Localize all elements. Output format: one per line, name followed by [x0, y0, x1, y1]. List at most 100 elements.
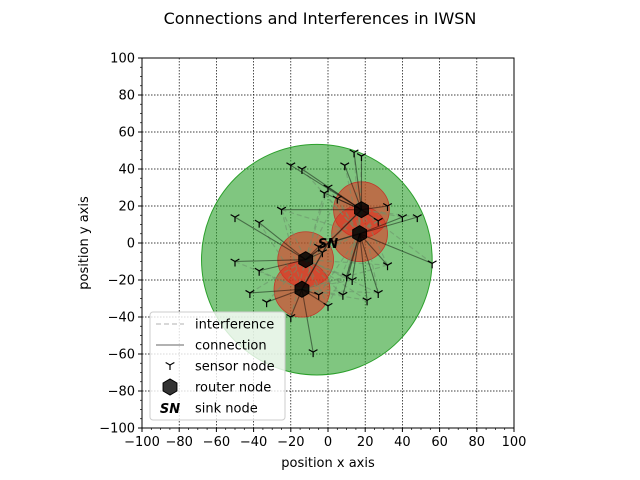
interference-line — [258, 222, 303, 290]
sensor-node-0-arm-left — [286, 162, 292, 166]
sensor-node-30-arm-right — [312, 349, 318, 353]
legend-label-interference: interference — [195, 318, 274, 333]
sensor-node-3 — [356, 153, 367, 162]
sensor-node-18-arm-left — [373, 289, 379, 294]
sensor-node-31-arm-left — [314, 291, 319, 296]
sensor-node-20 — [230, 214, 240, 223]
sensor-node-6 — [323, 184, 333, 193]
connection-line — [359, 233, 433, 264]
sensor-node-26 — [245, 289, 255, 298]
sensor-node-19-arm-left — [338, 291, 344, 296]
interference-line — [301, 279, 353, 290]
sensor-node-30-arm-left — [308, 349, 314, 353]
sensor-node-10 — [373, 217, 383, 226]
sensor-node-20-arm-right — [234, 214, 240, 218]
sink-node: SN — [318, 237, 338, 252]
interference-line — [290, 259, 307, 318]
interference-line — [249, 259, 306, 294]
y-tick-label: −60 — [108, 348, 135, 363]
sensor-node-13 — [427, 260, 437, 269]
sensor-node-6-arm-left — [323, 184, 329, 189]
sensor-node-23 — [254, 267, 264, 276]
router-node-1 — [352, 225, 368, 243]
x-tick-label: −20 — [277, 435, 304, 450]
sensor-node-4 — [340, 162, 350, 171]
connection-line — [249, 288, 302, 294]
sensor-node-6-arm-right — [327, 184, 333, 189]
interference-line — [301, 288, 368, 301]
sensor-node-5 — [276, 206, 287, 215]
connection-line — [258, 222, 307, 261]
sensor-node-23-arm-left — [254, 267, 260, 272]
sensor-node-21 — [254, 219, 264, 228]
sensor-node-4-arm-left — [340, 162, 346, 166]
x-tick-label: 100 — [502, 435, 527, 450]
sensor-node-24-arm-left — [314, 243, 319, 248]
sensor-node-25-arm-left — [317, 249, 323, 253]
sensor-node-25-arm-right — [322, 249, 328, 253]
interference-line — [280, 209, 307, 260]
connection-line — [359, 216, 418, 235]
legend-label-sink: sink node — [195, 402, 258, 417]
sensor-node-1 — [297, 165, 307, 174]
sensor-node-14-arm-left — [382, 262, 388, 266]
sensor-node-10-arm-left — [373, 217, 379, 222]
interference-line — [281, 209, 360, 235]
chart-title: Connections and Interferences in IWSN — [164, 9, 477, 28]
sensor-node-8 — [332, 195, 342, 204]
y-tick-label: 40 — [118, 163, 135, 178]
connection-line — [342, 233, 361, 295]
sensor-node-17-arm-left — [362, 297, 368, 301]
sensor-node-22 — [230, 258, 240, 267]
sensor-node-7-arm-left — [319, 190, 325, 194]
interference-line — [342, 209, 363, 295]
sensor-node-14 — [382, 262, 393, 271]
sensor-node-7 — [319, 190, 329, 199]
router-node-3 — [294, 280, 310, 298]
sensor-node-17-arm-right — [366, 297, 372, 301]
sensor-node-7-arm-right — [323, 190, 329, 194]
sensor-node-28 — [286, 313, 296, 322]
x-tick-label: 80 — [469, 435, 486, 450]
interference-line — [305, 259, 388, 266]
sensor-node-11 — [397, 214, 408, 223]
sensor-node-13-arm-right — [431, 260, 437, 264]
x-tick-label: −80 — [165, 435, 192, 450]
interference-line — [305, 192, 325, 260]
sensor-node-18 — [373, 289, 383, 298]
sensor-node-8-arm-right — [337, 195, 342, 200]
interference-line — [305, 259, 329, 307]
sensor-node-27 — [261, 299, 272, 308]
connection-line — [353, 152, 363, 210]
interference-line — [266, 259, 307, 303]
sensor-node-9-arm-left — [382, 202, 388, 207]
sensor-node-5-arm-right — [281, 206, 287, 211]
interference-line — [361, 209, 418, 218]
sensor-node-2-arm-right — [353, 149, 359, 153]
connection-line — [359, 233, 368, 301]
connection-line — [234, 259, 306, 263]
sensor-node-28-arm-right — [290, 313, 296, 318]
sensor-node-16-arm-right — [351, 276, 357, 281]
legend-sensor-swatch-arm-left — [165, 361, 171, 366]
sensor-node-12-arm-right — [416, 214, 422, 218]
legend: interference connection sensor node router … — [149, 311, 286, 421]
y-tick-label: 0 — [127, 237, 135, 252]
sensor-node-12 — [412, 214, 422, 223]
connection-line — [301, 289, 314, 353]
sensor-node-27-arm-left — [261, 299, 267, 303]
legend-sensor-swatch-arm-right — [169, 361, 175, 366]
sensor-node-27-arm-right — [266, 299, 272, 303]
interference-line — [305, 259, 379, 294]
legend-sink-swatch: SN — [160, 402, 180, 417]
interference-line — [360, 209, 379, 294]
interference-line — [305, 198, 338, 260]
legend-sensor-swatch — [165, 361, 175, 370]
interference-line — [360, 209, 389, 266]
interference-line — [305, 259, 368, 301]
interference-line — [318, 209, 362, 248]
x-tick-label: 20 — [357, 435, 374, 450]
x-tick-label: 0 — [324, 435, 332, 450]
sensor-node-26-arm-right — [249, 289, 255, 294]
sensor-node-31 — [314, 291, 324, 300]
